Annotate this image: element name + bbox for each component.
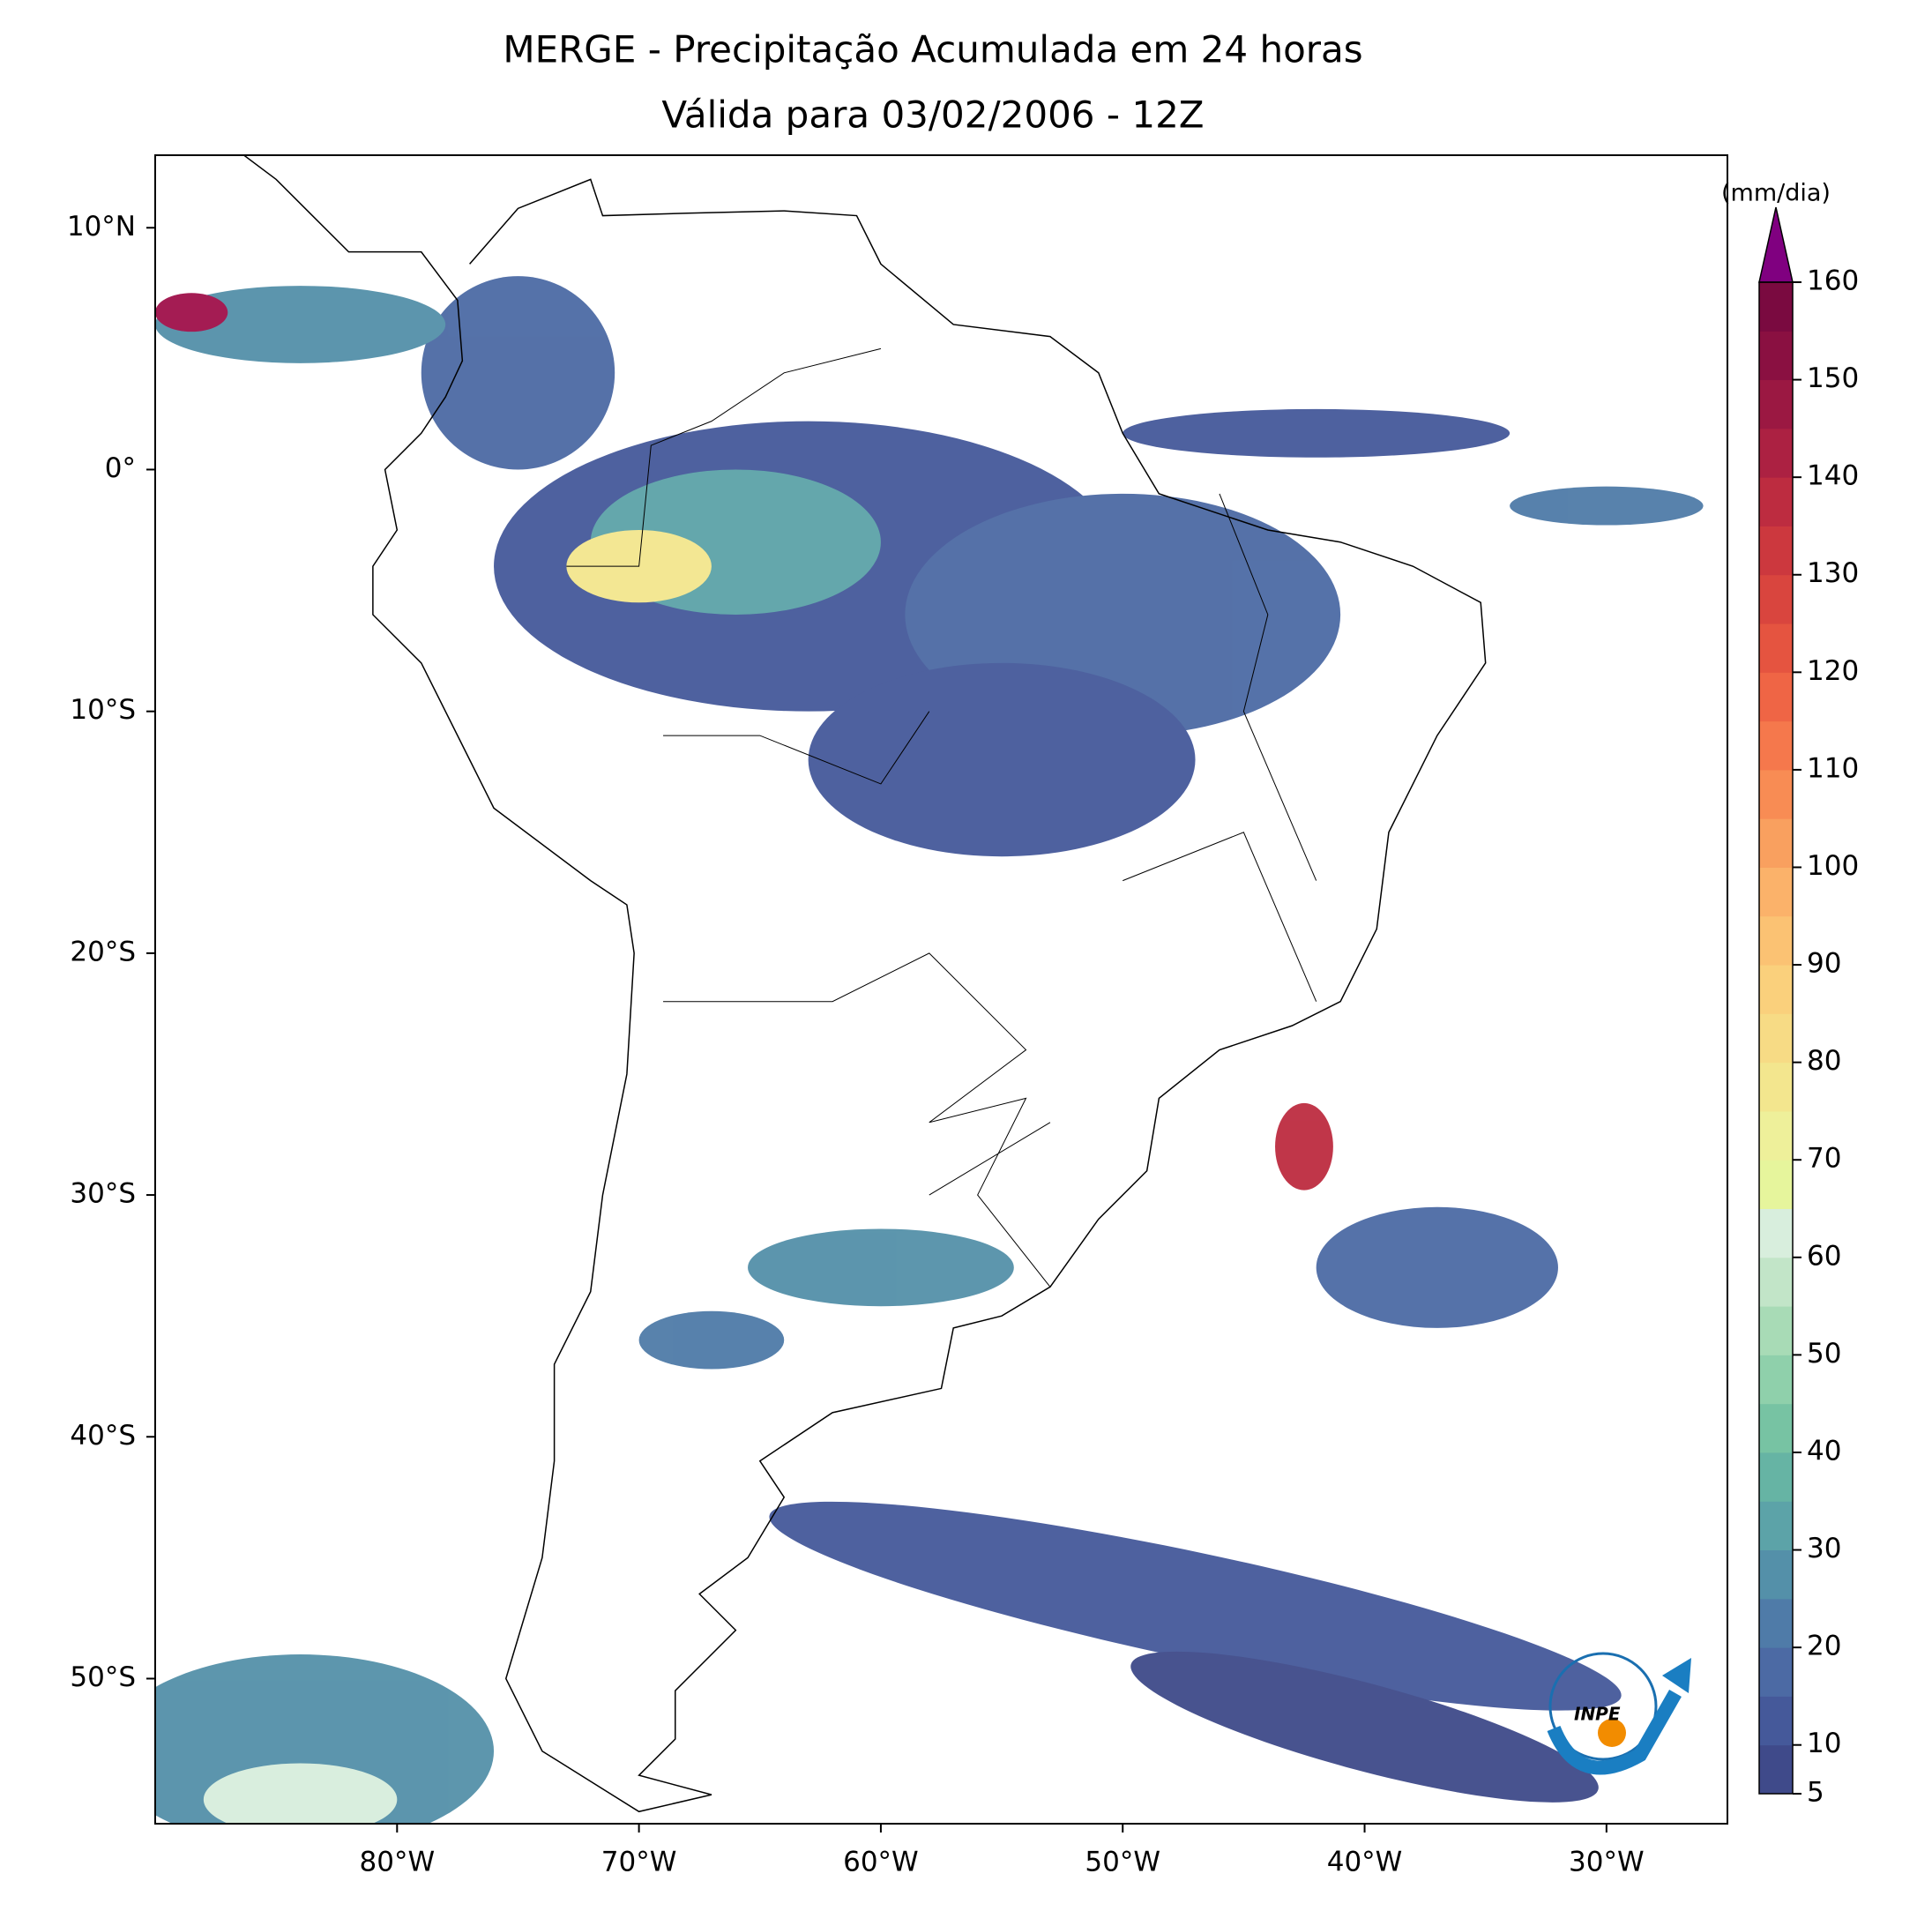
x-tick-label: 40°W (1327, 1847, 1403, 1878)
colorbar-band (1759, 282, 1793, 332)
colorbar-band (1759, 1306, 1793, 1355)
colorbar-band (1759, 867, 1793, 917)
logo: INPE (1547, 1652, 1691, 1775)
colorbar-tick-label: 60 (1807, 1240, 1841, 1272)
colorbar-band (1759, 331, 1793, 381)
colorbar-tick-label: 30 (1807, 1533, 1841, 1564)
y-tick-label: 40°S (70, 1420, 136, 1452)
colorbar-band (1759, 672, 1793, 722)
colorbar-band (1759, 1403, 1793, 1453)
colorbar-band (1759, 1549, 1793, 1600)
colorbar-tick-label: 10 (1807, 1728, 1841, 1759)
y-tick-label: 10°S (70, 694, 136, 726)
colorbar-band (1759, 965, 1793, 1014)
colorbar-tick-label: 20 (1807, 1631, 1841, 1662)
colorbar-band (1759, 1355, 1793, 1405)
x-tick-label: 60°W (843, 1847, 919, 1878)
colorbar-label: (mm/dia) (1721, 180, 1831, 207)
colorbar-tick-label: 130 (1807, 557, 1859, 589)
colorbar-band (1759, 1744, 1793, 1795)
colorbar-band (1759, 1013, 1793, 1064)
geo-layer (155, 143, 1704, 1824)
colorbar-band (1759, 1501, 1793, 1551)
colorbar-band (1759, 526, 1793, 576)
subtitle: Válida para 03/02/2006 - 12Z (661, 93, 1204, 137)
x-tick-label: 30°W (1569, 1847, 1645, 1878)
colorbar-tick-label: 110 (1807, 752, 1859, 784)
colorbar-band (1759, 1062, 1793, 1112)
colorbar-extend (1758, 206, 1794, 283)
title: MERGE - Precipitação Acumulada em 24 hor… (503, 28, 1362, 71)
colorbar-band (1759, 1598, 1793, 1648)
colorbar-band (1759, 1208, 1793, 1258)
colorbar-tick-label: 160 (1807, 265, 1859, 297)
colorbar-band (1759, 379, 1793, 429)
map-area (155, 143, 1704, 1824)
precipitation (155, 276, 1704, 1824)
colorbar-band (1759, 769, 1793, 819)
colorbar-tick-label: 140 (1807, 460, 1859, 492)
colorbar-band (1759, 1257, 1793, 1307)
colorbar-tick-label: 100 (1807, 850, 1859, 882)
borders (566, 348, 1316, 1287)
colorbar-tick-label: 90 (1807, 948, 1841, 980)
colorbar-band (1759, 574, 1793, 624)
colorbar-tick-label: 50 (1807, 1338, 1841, 1370)
colorbar-tick-label: 40 (1807, 1435, 1841, 1467)
colorbar-band (1759, 1160, 1793, 1210)
y-tick-label: 20°S (70, 936, 136, 967)
y-tick-label: 10°N (67, 211, 136, 243)
x-tick-label: 50°W (1085, 1847, 1160, 1878)
colorbar-band (1759, 1647, 1793, 1697)
colorbar-tick-label: 5 (1807, 1777, 1824, 1809)
colorbar-tick-label: 120 (1807, 655, 1859, 687)
y-tick-label: 50°S (70, 1661, 136, 1693)
y-tick-label: 0° (105, 452, 136, 484)
colorbar-tick-label: 150 (1807, 362, 1859, 394)
logo-text: INPE (1574, 1704, 1621, 1725)
x-tick-label: 80°W (360, 1847, 436, 1878)
colorbar-tick-label: 70 (1807, 1143, 1841, 1175)
colorbar-frame (1758, 281, 1794, 1795)
colorbar-band (1759, 720, 1793, 771)
colorbar-band (1759, 428, 1793, 478)
colorbar-tick-label: 80 (1807, 1045, 1841, 1077)
colorbar-band (1759, 1696, 1793, 1746)
colorbar-band (1759, 623, 1793, 673)
colorbar-band (1759, 1452, 1793, 1502)
y-tick-label: 30°S (70, 1178, 136, 1210)
map-frame (154, 154, 1728, 1825)
colorbar-band (1759, 477, 1793, 526)
coastline (228, 143, 1485, 1811)
colorbar-band (1759, 818, 1793, 868)
colorbar-band (1759, 1110, 1793, 1161)
x-tick-label: 70°W (601, 1847, 677, 1878)
colorbar-band (1759, 915, 1793, 966)
